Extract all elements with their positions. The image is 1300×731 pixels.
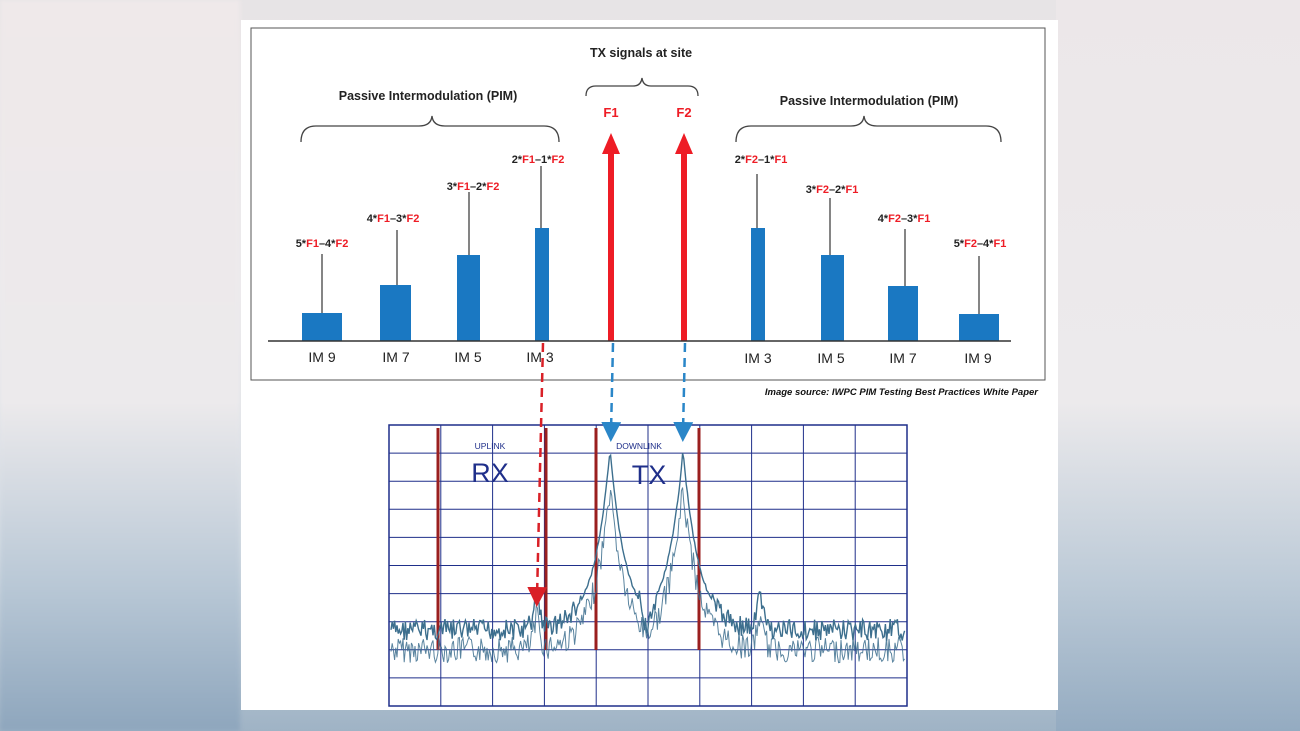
svg-text:2*F2–1*F1: 2*F2–1*F1: [735, 154, 788, 166]
svg-text:3*F2–2*F1: 3*F2–2*F1: [806, 184, 859, 196]
tx-label: TX: [632, 460, 667, 490]
im-product-right-1: 3*F2–2*F1 IM 5: [806, 184, 859, 366]
im-product-left-1: 4*F1–3*F2 IM 7: [367, 213, 420, 365]
im-bar: [751, 228, 765, 341]
tx-brace: [585, 77, 699, 97]
im3-to-rx-arrow: [527, 342, 548, 607]
im-product-left-3: 2*F1–1*F2 IM 3: [512, 154, 565, 365]
im-label: IM 3: [744, 350, 771, 366]
rx-label: RX: [471, 458, 509, 488]
im-bar: [535, 228, 549, 341]
noise-floor: [390, 487, 906, 664]
f1-carrier-bar: [608, 152, 614, 341]
f2-arrowhead: [675, 133, 693, 154]
im-label: IM 5: [454, 349, 481, 365]
svg-text:5*F2–4*F1: 5*F2–4*F1: [954, 238, 1007, 250]
svg-text:4*F2–3*F1: 4*F2–3*F1: [878, 213, 931, 225]
top-diagram-frame: [250, 27, 1046, 381]
im-product-left-0: 5*F1–4*F2 IM 9: [296, 238, 349, 365]
f1-label: F1: [603, 105, 618, 120]
im-label: IM 9: [964, 350, 991, 366]
im-bar: [888, 286, 918, 341]
svg-text:2*F1–1*F2: 2*F1–1*F2: [512, 154, 565, 166]
pim-right-brace: [735, 115, 1002, 143]
im-product-left-2: 3*F1–2*F2 IM 5: [447, 181, 500, 365]
im-product-right-0: 2*F2–1*F1 IM 3: [735, 154, 788, 366]
im-bar: [380, 285, 411, 341]
pim-left-label: Passive Intermodulation (PIM): [339, 89, 518, 103]
image-source-caption: Image source: IWPC PIM Testing Best Prac…: [765, 387, 1039, 398]
im-label: IM 9: [308, 349, 335, 365]
background-left-blur: [0, 0, 240, 731]
pim-left-brace: [300, 115, 560, 143]
im-bar: [821, 255, 844, 341]
f1-arrowhead: [602, 133, 620, 154]
svg-text:3*F1–2*F2: 3*F1–2*F2: [447, 181, 500, 193]
downlink-label: DOWNLINK: [616, 441, 662, 451]
background-right-blur: [1056, 0, 1300, 731]
pim-right-label: Passive Intermodulation (PIM): [780, 94, 959, 108]
pim-diagram: TX signals at site Passive Intermodulati…: [250, 27, 1046, 707]
f2-label: F2: [676, 105, 691, 120]
im-label: IM 7: [889, 350, 916, 366]
spectrum-grid: [389, 425, 907, 706]
im-bar: [457, 255, 480, 341]
im-bar: [959, 314, 999, 341]
svg-text:4*F1–3*F2: 4*F1–3*F2: [367, 213, 420, 225]
im-product-right-2: 4*F2–3*F1 IM 7: [878, 213, 931, 366]
im-product-right-3: 5*F2–4*F1 IM 9: [954, 238, 1007, 366]
tx-signals-title: TX signals at site: [590, 46, 692, 60]
spectrum-display: UPLINK RX DOWNLINK TX: [388, 424, 908, 707]
svg-text:5*F1–4*F2: 5*F1–4*F2: [296, 238, 349, 250]
im-label: IM 5: [817, 350, 844, 366]
im-bar: [302, 313, 342, 341]
uplink-label: UPLINK: [475, 441, 506, 451]
diagram-card: TX signals at site Passive Intermodulati…: [241, 20, 1058, 710]
f2-carrier-bar: [681, 152, 687, 341]
im-label: IM 3: [526, 349, 553, 365]
im-label: IM 7: [382, 349, 409, 365]
